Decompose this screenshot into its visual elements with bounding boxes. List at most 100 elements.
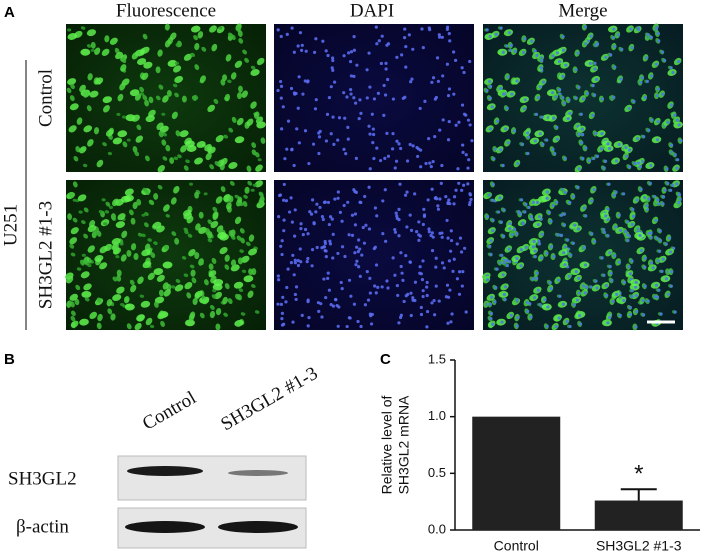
nucleus (281, 105, 285, 109)
nucleus (515, 324, 519, 328)
nucleus (288, 210, 292, 214)
nucleus (488, 79, 492, 84)
nucleus (337, 305, 341, 309)
cell (158, 84, 164, 90)
nucleus (327, 288, 331, 292)
nucleus (303, 227, 308, 232)
nucleus (591, 113, 595, 117)
cell (105, 129, 114, 137)
nucleus (317, 151, 321, 156)
nucleus (675, 182, 679, 186)
nucleus (409, 80, 413, 84)
nucleus (365, 68, 369, 72)
cell (212, 212, 219, 221)
nucleus (552, 116, 556, 120)
nucleus (507, 31, 512, 35)
nucleus (661, 202, 665, 206)
nucleus (337, 116, 342, 120)
nucleus (559, 233, 564, 237)
cell (179, 130, 189, 138)
cell (107, 151, 113, 156)
cell (224, 283, 230, 290)
nucleus (403, 193, 408, 197)
nucleus (421, 222, 425, 227)
nucleus (572, 194, 576, 199)
nucleus (332, 142, 336, 146)
nucleus (342, 203, 346, 208)
nucleus (280, 316, 284, 321)
cell (89, 311, 98, 320)
cell (214, 161, 220, 167)
nucleus (430, 231, 434, 235)
nucleus (584, 42, 588, 46)
nucleus (589, 285, 593, 289)
nucleus (331, 68, 335, 72)
nucleus (282, 322, 286, 326)
cell (209, 304, 215, 310)
nucleus (576, 185, 580, 189)
cell (90, 48, 95, 52)
nucleus (649, 35, 653, 39)
cell (223, 312, 228, 317)
nucleus (575, 298, 580, 302)
nucleus (673, 113, 677, 117)
nucleus (626, 238, 630, 242)
nucleus (612, 193, 617, 197)
nucleus (499, 26, 503, 30)
cell (203, 192, 208, 196)
nucleus (449, 238, 454, 243)
nucleus (397, 142, 401, 146)
nucleus (675, 166, 679, 170)
cell (116, 286, 125, 294)
cell (130, 217, 136, 225)
nucleus (399, 264, 403, 269)
cell (93, 127, 100, 135)
nucleus (485, 88, 489, 93)
nucleus (561, 302, 566, 306)
nucleus (505, 258, 509, 263)
nucleus (355, 259, 359, 263)
nucleus (648, 181, 652, 185)
nucleus (369, 314, 373, 318)
nucleus (278, 193, 283, 197)
nucleus (324, 139, 329, 143)
nucleus (419, 165, 423, 169)
nucleus (434, 256, 438, 260)
cell (169, 157, 175, 164)
nucleus (540, 115, 544, 119)
nucleus (405, 225, 409, 229)
nucleus (676, 158, 680, 162)
cell (98, 210, 103, 214)
nucleus (568, 200, 572, 205)
nucleus (379, 158, 383, 163)
cell (124, 194, 134, 202)
nucleus (469, 197, 473, 202)
cell (224, 254, 230, 262)
cell (237, 196, 243, 204)
cell (250, 101, 257, 109)
nucleus (336, 251, 340, 256)
nucleus (404, 253, 408, 258)
nucleus (602, 228, 606, 232)
nucleus (306, 256, 310, 261)
nucleus (524, 202, 528, 206)
nucleus (677, 59, 681, 64)
nucleus (299, 222, 303, 226)
cell (174, 237, 180, 245)
nucleus (526, 131, 530, 135)
cell (220, 186, 226, 193)
nucleus (424, 161, 428, 166)
nucleus (654, 283, 659, 287)
row-label: SH3GL2 #1-3 (35, 201, 56, 309)
cell (251, 268, 257, 276)
cell (194, 290, 203, 298)
cell (66, 276, 74, 284)
nucleus (444, 195, 448, 199)
nucleus (348, 316, 352, 320)
cell (81, 253, 86, 257)
nucleus (529, 315, 533, 319)
nucleus (413, 192, 417, 196)
cell (90, 41, 96, 49)
nucleus (452, 195, 457, 199)
nucleus (299, 226, 303, 231)
